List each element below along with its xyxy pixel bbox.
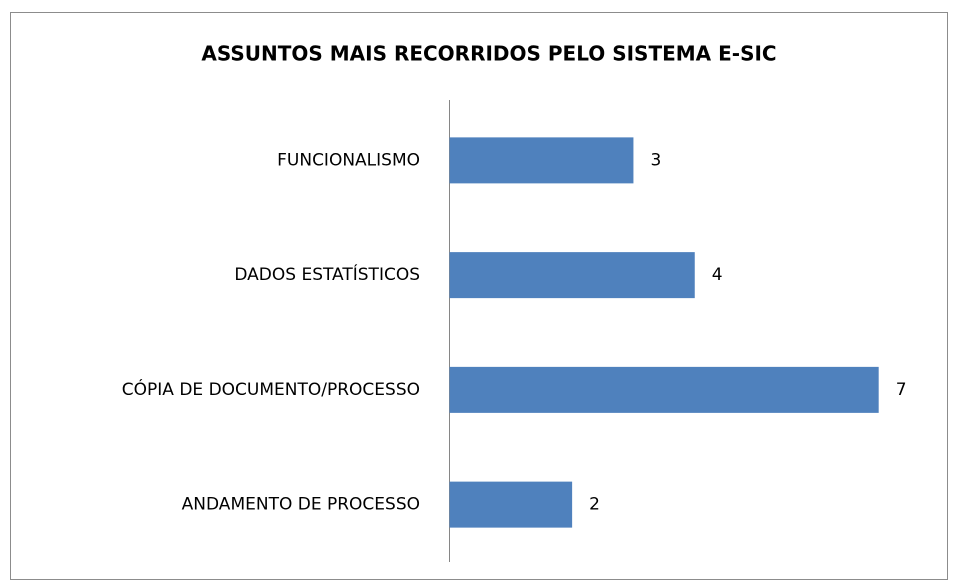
value-label: 3 bbox=[650, 150, 661, 170]
value-label: 4 bbox=[712, 265, 723, 285]
y-tick-label: CÓPIA DE DOCUMENTO/PROCESSO bbox=[122, 378, 420, 400]
y-tick-label: DADOS ESTATÍSTICOS bbox=[234, 263, 420, 285]
value-label: 2 bbox=[589, 495, 600, 515]
y-tick-label: ANDAMENTO DE PROCESSO bbox=[182, 495, 420, 515]
bar bbox=[449, 481, 573, 528]
bar bbox=[449, 137, 634, 184]
chart-title: ASSUNTOS MAIS RECORRIDOS PELO SISTEMA E-… bbox=[201, 42, 776, 66]
value-label: 7 bbox=[896, 380, 907, 400]
bar bbox=[449, 366, 879, 413]
y-tick-label: FUNCIONALISMO bbox=[277, 150, 420, 170]
bar bbox=[449, 252, 695, 299]
